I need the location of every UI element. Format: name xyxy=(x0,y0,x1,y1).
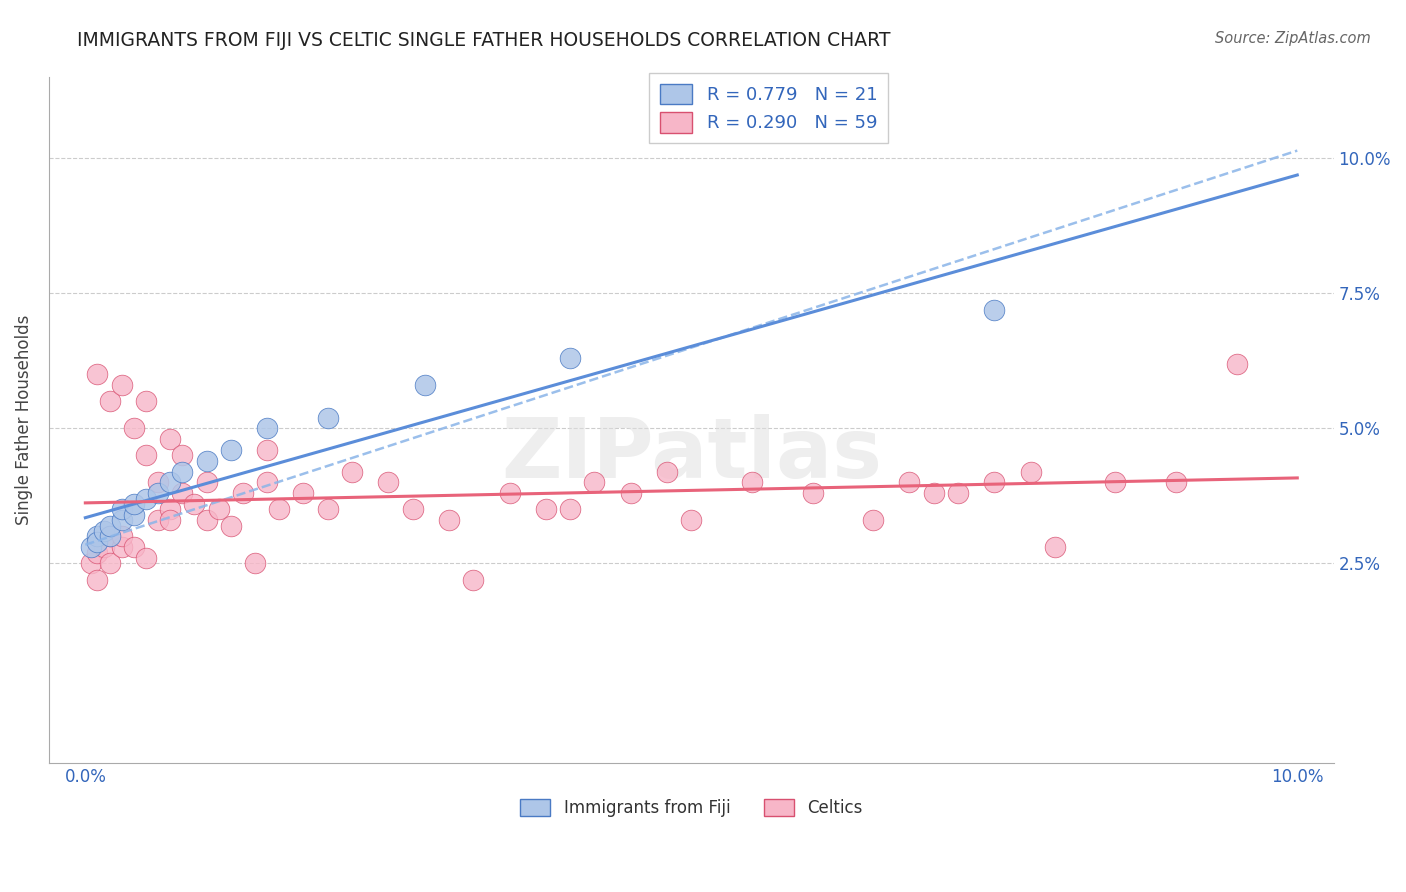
Point xyxy=(256,442,278,457)
Point xyxy=(498,486,520,500)
Point xyxy=(558,502,581,516)
Point xyxy=(801,486,824,500)
Point xyxy=(219,442,242,457)
Text: IMMIGRANTS FROM FIJI VS CELTIC SINGLE FATHER HOUSEHOLDS CORRELATION CHART: IMMIGRANTS FROM FIJI VS CELTIC SINGLE FA… xyxy=(77,31,891,50)
Point xyxy=(159,513,181,527)
Point xyxy=(86,534,108,549)
Point xyxy=(80,557,103,571)
Point xyxy=(135,449,157,463)
Point xyxy=(111,529,134,543)
Point xyxy=(898,475,921,490)
Point xyxy=(256,421,278,435)
Point xyxy=(946,486,969,500)
Point xyxy=(741,475,763,490)
Point xyxy=(232,486,254,500)
Point xyxy=(655,465,678,479)
Point xyxy=(316,410,339,425)
Point xyxy=(183,497,205,511)
Point xyxy=(983,302,1005,317)
Point xyxy=(146,486,169,500)
Point xyxy=(219,518,242,533)
Point xyxy=(122,497,145,511)
Point xyxy=(1226,357,1249,371)
Point xyxy=(401,502,423,516)
Point xyxy=(98,529,121,543)
Point xyxy=(983,475,1005,490)
Point xyxy=(437,513,460,527)
Point xyxy=(111,540,134,554)
Point xyxy=(1043,540,1066,554)
Point xyxy=(195,475,218,490)
Point xyxy=(146,513,169,527)
Point xyxy=(463,573,485,587)
Point xyxy=(172,486,194,500)
Point xyxy=(862,513,884,527)
Point xyxy=(922,486,945,500)
Point xyxy=(98,518,121,533)
Legend: Immigrants from Fiji, Celtics: Immigrants from Fiji, Celtics xyxy=(513,792,869,823)
Point xyxy=(111,378,134,392)
Point xyxy=(159,432,181,446)
Y-axis label: Single Father Households: Single Father Households xyxy=(15,315,32,525)
Point xyxy=(208,502,231,516)
Point xyxy=(620,486,643,500)
Point xyxy=(377,475,399,490)
Point xyxy=(243,557,266,571)
Point xyxy=(195,513,218,527)
Point xyxy=(122,421,145,435)
Point xyxy=(135,491,157,506)
Point xyxy=(172,465,194,479)
Point xyxy=(172,449,194,463)
Point xyxy=(534,502,557,516)
Point xyxy=(98,394,121,409)
Point xyxy=(558,351,581,366)
Point xyxy=(159,502,181,516)
Point xyxy=(135,394,157,409)
Point xyxy=(98,557,121,571)
Point xyxy=(86,545,108,559)
Point xyxy=(269,502,291,516)
Point xyxy=(413,378,436,392)
Point xyxy=(316,502,339,516)
Point xyxy=(583,475,606,490)
Point xyxy=(98,529,121,543)
Point xyxy=(681,513,703,527)
Point xyxy=(111,513,134,527)
Point xyxy=(86,573,108,587)
Point xyxy=(146,475,169,490)
Point xyxy=(159,475,181,490)
Point xyxy=(80,540,103,554)
Point xyxy=(256,475,278,490)
Point xyxy=(86,368,108,382)
Point xyxy=(195,454,218,468)
Point xyxy=(86,529,108,543)
Point xyxy=(1164,475,1187,490)
Point xyxy=(111,502,134,516)
Point xyxy=(93,524,115,538)
Point xyxy=(340,465,363,479)
Point xyxy=(122,508,145,522)
Text: Source: ZipAtlas.com: Source: ZipAtlas.com xyxy=(1215,31,1371,46)
Point xyxy=(1019,465,1042,479)
Point xyxy=(93,540,115,554)
Text: ZIPatlas: ZIPatlas xyxy=(501,414,882,495)
Point xyxy=(135,551,157,566)
Point xyxy=(122,540,145,554)
Point xyxy=(1104,475,1126,490)
Point xyxy=(292,486,315,500)
